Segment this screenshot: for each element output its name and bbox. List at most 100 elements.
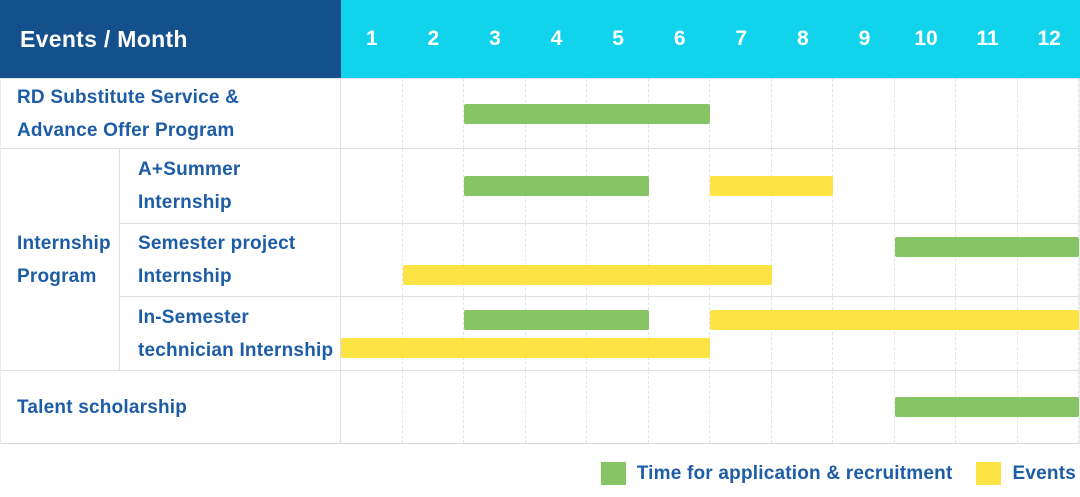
month-grid-column	[772, 371, 833, 443]
month-grid-column	[649, 371, 710, 443]
gantt-bar-green	[464, 310, 649, 330]
month-grid-column	[772, 79, 833, 148]
month-grid-column	[772, 224, 833, 296]
month-grid-column	[403, 224, 464, 296]
subrow-label-cell: Semester project Internship	[120, 224, 341, 296]
month-grid-column	[587, 371, 649, 443]
legend-item: Events	[976, 462, 1076, 485]
gantt-bar-yellow	[341, 338, 710, 358]
month-header-label: 3	[489, 27, 501, 50]
month-grid-column	[526, 297, 587, 370]
legend: Time for application & recruitment Events	[0, 444, 1080, 497]
month-grid-column	[464, 224, 526, 296]
month-grid-column	[833, 297, 895, 370]
row-label-line: technician Internship	[138, 339, 334, 361]
month-grid-column	[710, 79, 772, 148]
legend-label: Time for application & recruitment	[636, 462, 953, 484]
month-grid-column	[403, 371, 464, 443]
gantt-bar-yellow	[402, 265, 772, 285]
month-header-label: 5	[612, 27, 624, 50]
month-grid-column	[895, 79, 956, 148]
month-grid-column	[464, 371, 526, 443]
month-grid-column	[403, 149, 464, 223]
month-grid-column	[710, 224, 772, 296]
month-grid-column	[403, 297, 464, 370]
gantt-bar-yellow	[710, 310, 1079, 330]
month-grid-column	[587, 297, 649, 370]
month-grid-column	[833, 79, 895, 148]
month-grid	[341, 371, 1079, 443]
row-label-line: Internship	[138, 266, 232, 287]
month-grid-column	[341, 79, 403, 148]
month-grid-column	[833, 371, 895, 443]
month-header-label: 1	[365, 27, 378, 50]
gantt-bar-green	[464, 176, 649, 196]
group-label-cell: Internship Program	[1, 149, 120, 370]
month-grid-column	[710, 371, 772, 443]
month-grid	[341, 297, 1079, 370]
row-label-cell: Talent scholarship	[1, 371, 341, 443]
table-header: Events / Month 1 2 3 4 5 6 7 8 9 10 11 12	[0, 0, 1080, 78]
month-grid-column	[649, 297, 710, 370]
row-label-line: A+Summer	[138, 159, 241, 180]
row-label-line: Internship	[17, 232, 111, 254]
month-grid	[341, 79, 1079, 148]
month-grid-column	[956, 149, 1018, 223]
month-grid-column	[341, 224, 403, 296]
month-grid-column	[1018, 224, 1079, 296]
month-grid-column	[833, 149, 895, 223]
gantt-bar-green	[894, 397, 1079, 417]
month-grid	[341, 224, 1079, 296]
month-grid-column	[895, 224, 956, 296]
month-header-label: 4	[550, 27, 563, 50]
table-row: Talent scholarship	[1, 370, 1079, 443]
month-grid-column	[956, 224, 1018, 296]
legend-item: Time for application & recruitment	[600, 462, 953, 485]
month-grid-column	[649, 224, 710, 296]
legend-swatch-green	[600, 462, 626, 485]
subrow-label-cell: A+Summer Internship	[120, 149, 341, 223]
row-label-line: Program	[17, 265, 97, 287]
month-grid-column	[956, 79, 1018, 148]
month-header-label: 11	[976, 27, 999, 50]
month-header-label: 6	[673, 27, 686, 50]
month-grid-column	[341, 371, 403, 443]
month-grid-column	[649, 149, 710, 223]
row-label-line: Semester project	[138, 233, 296, 254]
row-label-line: Talent scholarship	[17, 396, 188, 418]
month-grid-column	[895, 297, 956, 370]
month-grid-column	[895, 149, 956, 223]
table-subrow: In-Semester technician Internship	[120, 296, 1079, 370]
table-body: RD Substitute Service & Advance Offer Pro…	[0, 78, 1080, 444]
month-grid-column	[403, 79, 464, 148]
gantt-bar-yellow	[710, 176, 833, 196]
group-row: Internship Program A+Summer Internship Semes…	[1, 148, 1079, 370]
month-header-label: 10	[914, 27, 938, 50]
month-header-label: 9	[858, 27, 871, 50]
month-grid	[341, 149, 1079, 223]
row-label-line: Advance Offer Program	[17, 119, 235, 141]
legend-label: Events	[1012, 462, 1076, 484]
month-grid-column	[956, 297, 1018, 370]
month-grid-column	[526, 371, 587, 443]
gantt-bar-green	[894, 237, 1079, 257]
row-label-cell: RD Substitute Service & Advance Offer Pro…	[1, 79, 341, 148]
month-header-label: 2	[427, 27, 440, 50]
month-header-label: 12	[1037, 27, 1061, 50]
month-grid-column	[772, 297, 833, 370]
table-row: RD Substitute Service & Advance Offer Pro…	[1, 79, 1079, 148]
month-header-row: 1 2 3 4 5 6 7 8 9 10 11 12	[341, 0, 1080, 78]
row-label-line: Internship	[138, 192, 232, 213]
month-grid-column	[1018, 79, 1079, 148]
table-subrow: A+Summer Internship	[120, 149, 1079, 223]
month-grid-column	[464, 297, 526, 370]
row-label-line: RD Substitute Service &	[17, 86, 240, 108]
month-grid-column	[587, 224, 649, 296]
legend-swatch-yellow	[976, 462, 1002, 485]
gantt-bar-green	[464, 103, 710, 124]
subrow-label-cell: In-Semester technician Internship	[120, 297, 341, 370]
month-grid-column	[341, 297, 403, 370]
table-subrow: Semester project Internship	[120, 223, 1079, 296]
events-month-header-cell: Events / Month	[0, 0, 341, 78]
